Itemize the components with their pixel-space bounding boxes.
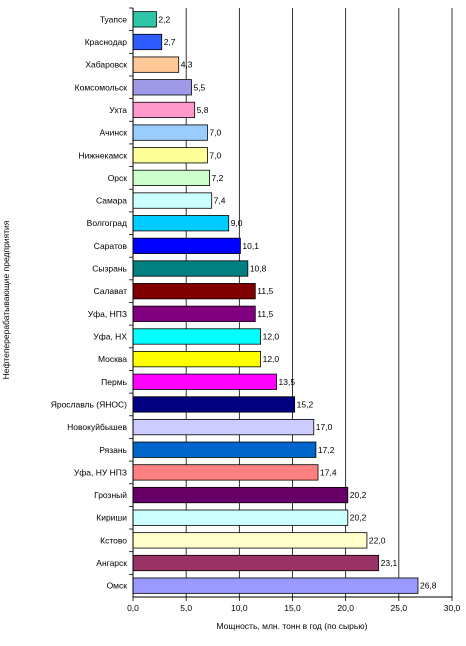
category-label: Ачинск xyxy=(99,128,127,138)
value-label: 10,1 xyxy=(242,241,259,251)
bar xyxy=(132,532,368,549)
category-label: Комсомольск xyxy=(75,82,128,92)
value-label: 13,5 xyxy=(279,377,296,387)
value-label: 17,0 xyxy=(316,422,333,432)
bar xyxy=(132,79,192,96)
bars xyxy=(132,11,419,594)
x-tick-label: 30,0 xyxy=(444,603,461,613)
category-label: Ярославль (ЯНОС) xyxy=(51,399,127,409)
category-label: Уфа, НУ НПЗ xyxy=(74,467,127,477)
value-label: 15,2 xyxy=(297,399,314,409)
bar xyxy=(132,283,256,300)
value-label: 17,4 xyxy=(320,467,337,477)
value-label: 5,8 xyxy=(197,105,209,115)
value-label: 7,0 xyxy=(209,150,221,160)
bar xyxy=(132,396,296,413)
value-label: 2,2 xyxy=(158,14,170,24)
bar xyxy=(132,351,261,368)
y-axis-title: Нефтеперерабатывающие предприятия xyxy=(1,220,11,379)
category-label: Ангарск xyxy=(96,558,127,568)
category-label: Уфа, НХ xyxy=(93,331,127,341)
category-label: Нижнекамск xyxy=(79,150,128,160)
bar xyxy=(132,418,315,436)
category-label: Рязань xyxy=(99,445,127,455)
value-label: 23,1 xyxy=(381,558,398,568)
category-label: Уфа, НПЗ xyxy=(88,309,127,319)
bar xyxy=(132,192,213,209)
value-label: 7,4 xyxy=(214,196,226,206)
category-label: Пермь xyxy=(101,377,127,387)
category-labels: Туапсе Краснодар Хабаровск Комсомольск Ухта А… xyxy=(51,14,128,590)
bar xyxy=(132,101,196,119)
gridlines xyxy=(185,8,453,597)
category-label: Кстово xyxy=(100,535,127,545)
category-label: Самара xyxy=(96,196,127,206)
category-label: Волгоград xyxy=(87,218,127,228)
x-tick-label: 20,0 xyxy=(337,603,354,613)
x-tick-labels: 0,0 5,0 10,0 15,0 20,0 25,0 30,0 xyxy=(127,603,460,613)
category-label: Москва xyxy=(98,354,127,364)
bar xyxy=(132,33,163,51)
bar xyxy=(132,441,317,458)
value-label: 17,2 xyxy=(318,445,335,455)
bar xyxy=(132,305,256,322)
value-label: 26,8 xyxy=(420,581,437,591)
category-label: Орск xyxy=(108,173,128,183)
bar xyxy=(132,215,230,232)
category-label: Саратов xyxy=(94,241,128,251)
value-label: 22,0 xyxy=(369,535,386,545)
value-label: 7,0 xyxy=(209,128,221,138)
value-label: 20,2 xyxy=(350,513,367,523)
bar xyxy=(132,11,157,28)
value-label: 4,3 xyxy=(181,60,193,70)
bar xyxy=(132,169,210,187)
x-tick-label: 5,0 xyxy=(180,603,192,613)
category-label: Туапсе xyxy=(100,14,127,24)
axes xyxy=(129,7,453,601)
value-label: 9,0 xyxy=(231,218,243,228)
category-label: Ухта xyxy=(109,105,127,115)
bar xyxy=(132,237,241,254)
category-label: Новокуйбышев xyxy=(67,422,127,432)
bar xyxy=(132,260,249,277)
bar xyxy=(132,328,261,345)
value-label: 10,8 xyxy=(250,264,267,274)
category-label: Салават xyxy=(93,286,127,296)
x-tick-label: 15,0 xyxy=(284,603,301,613)
category-label: Омск xyxy=(107,581,128,591)
bar xyxy=(132,56,180,73)
bar xyxy=(132,464,319,481)
value-label: 12,0 xyxy=(263,331,280,341)
value-label: 11,5 xyxy=(257,309,273,319)
bar xyxy=(132,147,208,164)
category-label: Грозный xyxy=(94,490,127,500)
bar xyxy=(132,554,380,572)
bar xyxy=(132,486,349,504)
value-label: 5,5 xyxy=(193,82,205,92)
x-tick-label: 10,0 xyxy=(231,603,248,613)
x-tick-label: 25,0 xyxy=(391,603,408,613)
value-label: 7,2 xyxy=(212,173,224,183)
value-labels: 2,2 2,7 4,3 5,5 5,8 7,0 7,0 7,2 7,4 9,0 10,1 10,8 11… xyxy=(158,14,436,590)
value-label: 20,2 xyxy=(350,490,367,500)
category-label: Кириши xyxy=(96,513,127,523)
category-label: Краснодар xyxy=(85,37,128,47)
bar xyxy=(132,124,208,141)
value-label: 2,7 xyxy=(164,37,176,47)
x-tick-label: 0,0 xyxy=(127,603,139,613)
x-axis-title: Мощность, млн. тонн в год (по сырью) xyxy=(216,621,367,631)
value-label: 12,0 xyxy=(263,354,280,364)
category-label: Хабаровск xyxy=(85,60,127,70)
bar xyxy=(132,577,419,594)
value-label: 11,5 xyxy=(257,286,273,296)
category-label: Сызрань xyxy=(92,264,127,274)
bar xyxy=(132,373,277,390)
bar xyxy=(132,509,349,526)
